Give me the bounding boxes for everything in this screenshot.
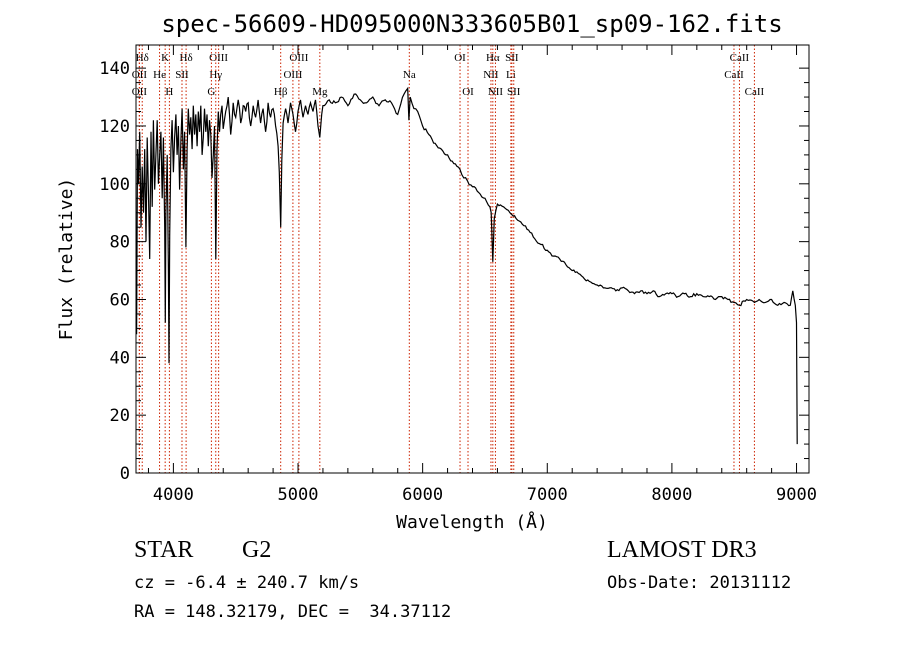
y-tick-label-120: 120 [99,117,130,137]
line-marker-label-10: G [207,86,215,98]
y-tick-label-60: 60 [110,290,130,310]
line-marker-label-16: OI [454,52,466,64]
line-marker-label-8: OIII [209,52,228,64]
line-marker-label-6: Hδ [180,52,193,64]
line-marker-label-17: OI [462,86,474,98]
line-marker-label-20: NII [483,69,499,81]
x-axis: 4000 5000 6000 7000 8000 9000 [147,45,817,505]
y-tick-label-20: 20 [110,406,130,426]
line-marker-label-11: OIII [289,52,308,64]
x-axis-label: Wavelength (Å) [396,511,548,533]
object-class: STAR [134,537,194,563]
object-subclass: G2 [242,537,272,563]
line-marker-label-26: CaII [745,86,765,98]
line-marker-label-9: Hγ [209,69,222,81]
y-tick-label-0: 0 [120,464,130,484]
line-marker-label-21: Li [506,69,516,81]
redshift-readout: cz = -6.4 ± 240.7 km/s [134,573,360,593]
line-marker-label-3: K [161,52,169,64]
x-tick-label-5000: 5000 [278,485,319,505]
line-marker-label-4: He [153,69,166,81]
y-axis: 0 20 40 60 80 100 120 140 [99,59,809,484]
series-line-0 [136,86,798,445]
line-marker-label-22: NII [488,86,504,98]
line-marker-label-18: Hα [486,52,500,64]
line-marker-label-24: CaII [730,52,750,64]
line-marker-label-5: H [165,86,173,98]
line-marker-label-13: Hβ [274,86,288,98]
line-marker-label-15: Na [403,69,416,81]
line-marker-label-12: OIII [283,69,302,81]
line-marker-label-2: OII [132,86,148,98]
survey-name: LAMOST DR3 [607,537,757,563]
x-tick-label-6000: 6000 [402,485,443,505]
y-tick-label-140: 140 [99,59,130,79]
x-tick-label-9000: 9000 [776,485,817,505]
coordinates-readout: RA = 148.32179, DEC = 34.37112 [134,602,452,622]
chart-title: spec-56609-HD095000N333605B01_sp09-162.f… [161,10,782,38]
line-marker-label-25: CaII [724,69,744,81]
x-tick-label-8000: 8000 [651,485,692,505]
x-tick-label-7000: 7000 [527,485,568,505]
y-tick-label-100: 100 [99,175,130,195]
line-marker-label-23: SII [507,86,521,98]
line-marker-label-19: SII [505,52,519,64]
line-marker-label-7: SII [175,69,189,81]
line-marker-label-0: Hδ [136,52,149,64]
observation-date: Obs-Date: 20131112 [607,573,792,593]
y-tick-label-40: 40 [110,348,130,368]
y-tick-label-80: 80 [110,233,130,253]
series-layer [136,86,798,445]
x-tick-label-4000: 4000 [153,485,194,505]
line-marker-label-14: Mg [312,86,328,98]
y-axis-label: Flux (relative) [56,178,77,341]
